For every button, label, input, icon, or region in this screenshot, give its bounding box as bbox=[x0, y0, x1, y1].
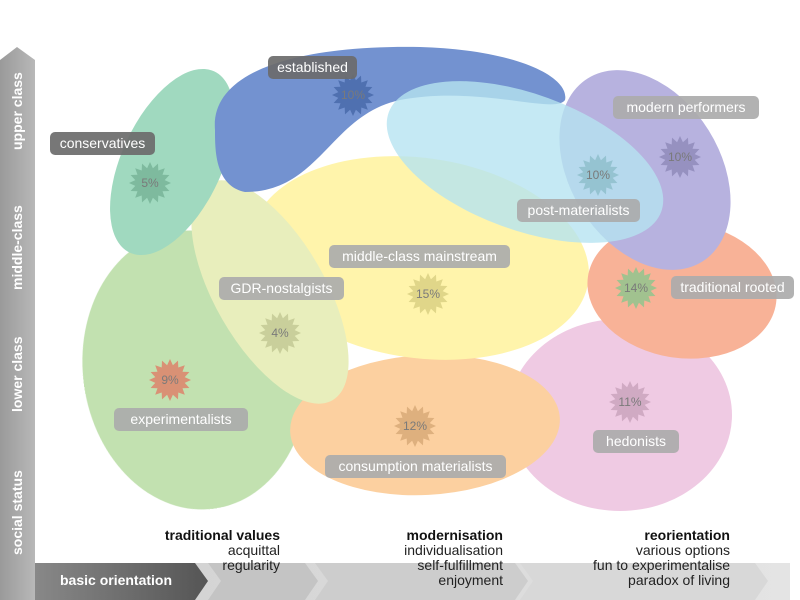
group-line: acquittal bbox=[227, 542, 280, 558]
milieu-name: GDR-nostalgists bbox=[231, 280, 333, 296]
burst-icon bbox=[609, 381, 651, 423]
share-burst-traditional-rooted: 14% bbox=[615, 267, 657, 309]
share-percent: 10% bbox=[668, 150, 692, 164]
group-line: paradox of living bbox=[628, 572, 730, 588]
group-title: reorientation bbox=[644, 527, 730, 543]
group-line: enjoyment bbox=[438, 572, 503, 588]
milieu-label-middle-class-mainstream: middle-class mainstream bbox=[329, 245, 510, 268]
milieu-label-traditional-rooted: traditional rooted bbox=[671, 276, 794, 299]
burst-icon bbox=[407, 273, 449, 315]
share-burst-modern-performers: 10% bbox=[659, 136, 701, 178]
burst-icon bbox=[394, 405, 436, 447]
share-percent: 12% bbox=[403, 419, 427, 433]
group-title: traditional values bbox=[164, 527, 280, 543]
group-line: self-fulfillment bbox=[417, 557, 503, 573]
share-burst-consumption-materialists: 12% bbox=[394, 405, 436, 447]
social-status-axis: upper class middle-class lower class soc… bbox=[0, 47, 35, 600]
share-burst-established: 10% bbox=[332, 74, 374, 116]
milieu-label-conservatives: conservatives bbox=[50, 132, 155, 155]
share-percent: 10% bbox=[586, 168, 610, 182]
milieu-name: traditional rooted bbox=[680, 279, 784, 295]
share-burst-middle-class-mainstream: 15% bbox=[407, 273, 449, 315]
milieu-name: middle-class mainstream bbox=[342, 248, 497, 264]
burst-icon bbox=[659, 136, 701, 178]
milieu-label-modern-performers: modern performers bbox=[613, 96, 759, 119]
milieu-label-post-materialists: post-materialists bbox=[517, 199, 640, 222]
share-percent: 11% bbox=[618, 395, 641, 409]
milieu-label-consumption-materialists: consumption materialists bbox=[325, 455, 506, 478]
milieu-name: modern performers bbox=[626, 99, 745, 115]
share-percent: 14% bbox=[624, 281, 648, 295]
group-line: various options bbox=[635, 542, 730, 558]
group-line: individualisation bbox=[404, 542, 503, 558]
burst-icon bbox=[259, 312, 301, 354]
basic-orientation-axis: basic orientation bbox=[0, 563, 790, 600]
milieu-name: conservatives bbox=[60, 135, 146, 151]
milieu-name: hedonists bbox=[606, 433, 666, 449]
traditional-values-group: traditional values acquittal regularity bbox=[165, 528, 280, 573]
share-burst-gdr-nostalgists: 4% bbox=[259, 312, 301, 354]
share-burst-conservatives: 5% bbox=[129, 162, 171, 204]
milieu-label-hedonists: hedonists bbox=[593, 430, 679, 453]
share-percent: 4% bbox=[271, 326, 289, 340]
milieu-name: consumption materialists bbox=[338, 458, 492, 474]
social-status-label: social status bbox=[9, 470, 25, 555]
reorientation-group: reorientation various options fun to exp… bbox=[593, 528, 730, 588]
basic-orientation-arrow bbox=[35, 563, 208, 600]
group-line: regularity bbox=[222, 557, 280, 573]
share-burst-experimentalists: 9% bbox=[149, 359, 191, 401]
share-percent: 10% bbox=[341, 88, 365, 102]
burst-icon bbox=[615, 267, 657, 309]
middle-class-label: middle-class bbox=[9, 205, 25, 290]
milieu-name: experimentalists bbox=[130, 411, 231, 427]
burst-icon bbox=[129, 162, 171, 204]
milieu-label-experimentalists: experimentalists bbox=[114, 408, 248, 431]
share-percent: 9% bbox=[161, 373, 179, 387]
milieu-name: post-materialists bbox=[528, 202, 630, 218]
group-line: fun to experimentalise bbox=[593, 557, 730, 573]
lower-class-label: lower class bbox=[9, 336, 25, 412]
blob-conservatives bbox=[110, 68, 234, 256]
milieu-label-established: established bbox=[268, 56, 357, 79]
share-burst-post-materialists: 10% bbox=[577, 154, 619, 196]
share-burst-hedonists: 11% bbox=[609, 381, 651, 423]
burst-icon bbox=[332, 74, 374, 116]
burst-icon bbox=[149, 359, 191, 401]
share-percent: 15% bbox=[416, 287, 440, 301]
upper-class-label: upper class bbox=[9, 72, 25, 150]
modernisation-group: modernisation individualisation self-ful… bbox=[404, 528, 503, 588]
milieu-name: established bbox=[277, 59, 348, 75]
basic-orientation-label: basic orientation bbox=[60, 572, 172, 588]
share-percent: 5% bbox=[141, 176, 159, 190]
burst-icon bbox=[577, 154, 619, 196]
milieu-label-gdr-nostalgists: GDR-nostalgists bbox=[219, 277, 344, 300]
group-title: modernisation bbox=[406, 527, 503, 543]
